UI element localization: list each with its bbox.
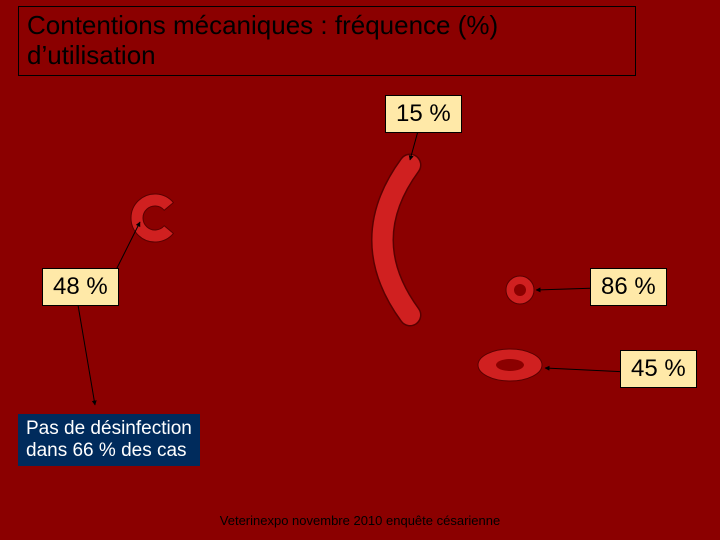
label-left: 48 %: [42, 268, 119, 306]
label-lower-right: 45 %: [620, 350, 697, 388]
slide: Contentions mécaniques : fréquence (%) d…: [0, 0, 720, 540]
note-line-1: Pas de désinfection: [26, 418, 192, 439]
footer-text: Veterinexpo novembre 2010 enquête césari…: [220, 513, 500, 528]
label-top: 15 %: [385, 95, 462, 133]
label-left-text: 48 %: [53, 273, 108, 300]
note-line-2: dans 66 % des cas: [26, 440, 187, 461]
label-lower-right-text: 45 %: [631, 355, 686, 382]
disinfection-note: Pas de désinfection dans 66 % des cas: [18, 414, 200, 466]
label-top-text: 15 %: [396, 100, 451, 127]
label-right-text: 86 %: [601, 273, 656, 300]
label-right: 86 %: [590, 268, 667, 306]
footer: Veterinexpo novembre 2010 enquête césari…: [0, 513, 720, 528]
